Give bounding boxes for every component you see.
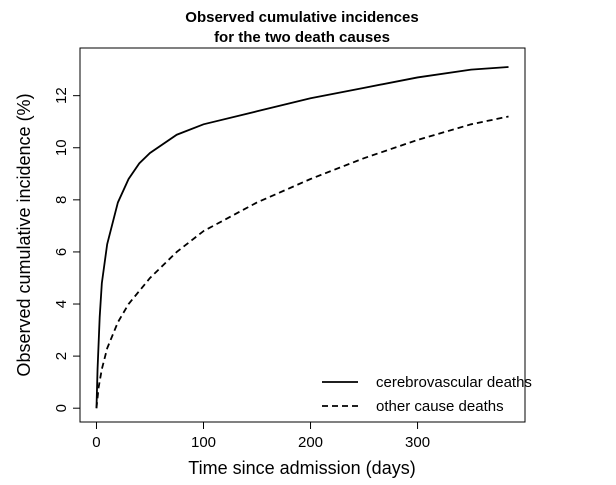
x-axis-label: Time since admission (days) <box>188 458 415 478</box>
chart-title: Observed cumulative incidences <box>185 9 418 26</box>
y-tick-label: 10 <box>53 139 70 156</box>
y-tick-label: 8 <box>53 196 70 204</box>
x-tick-label: 0 <box>92 434 100 451</box>
line-series <box>95 115 509 409</box>
y-axis-label: Observed cumulative incidence (%) <box>14 93 34 376</box>
y-tick-label: 0 <box>53 404 70 412</box>
y-tick-label: 4 <box>53 300 70 308</box>
y-tick-label: 2 <box>53 352 70 360</box>
x-tick-label: 200 <box>298 434 323 451</box>
chart-title: for the two death causes <box>214 29 390 46</box>
legend-label: cerebrovascular deaths <box>376 374 532 391</box>
x-tick-label: 300 <box>405 434 430 451</box>
y-tick-label: 6 <box>53 248 70 256</box>
y-tick-label: 12 <box>53 87 70 104</box>
x-tick-label: 100 <box>191 434 216 451</box>
line-series <box>95 66 509 409</box>
plot-box <box>79 47 526 423</box>
legend-label: other cause deaths <box>376 398 504 415</box>
